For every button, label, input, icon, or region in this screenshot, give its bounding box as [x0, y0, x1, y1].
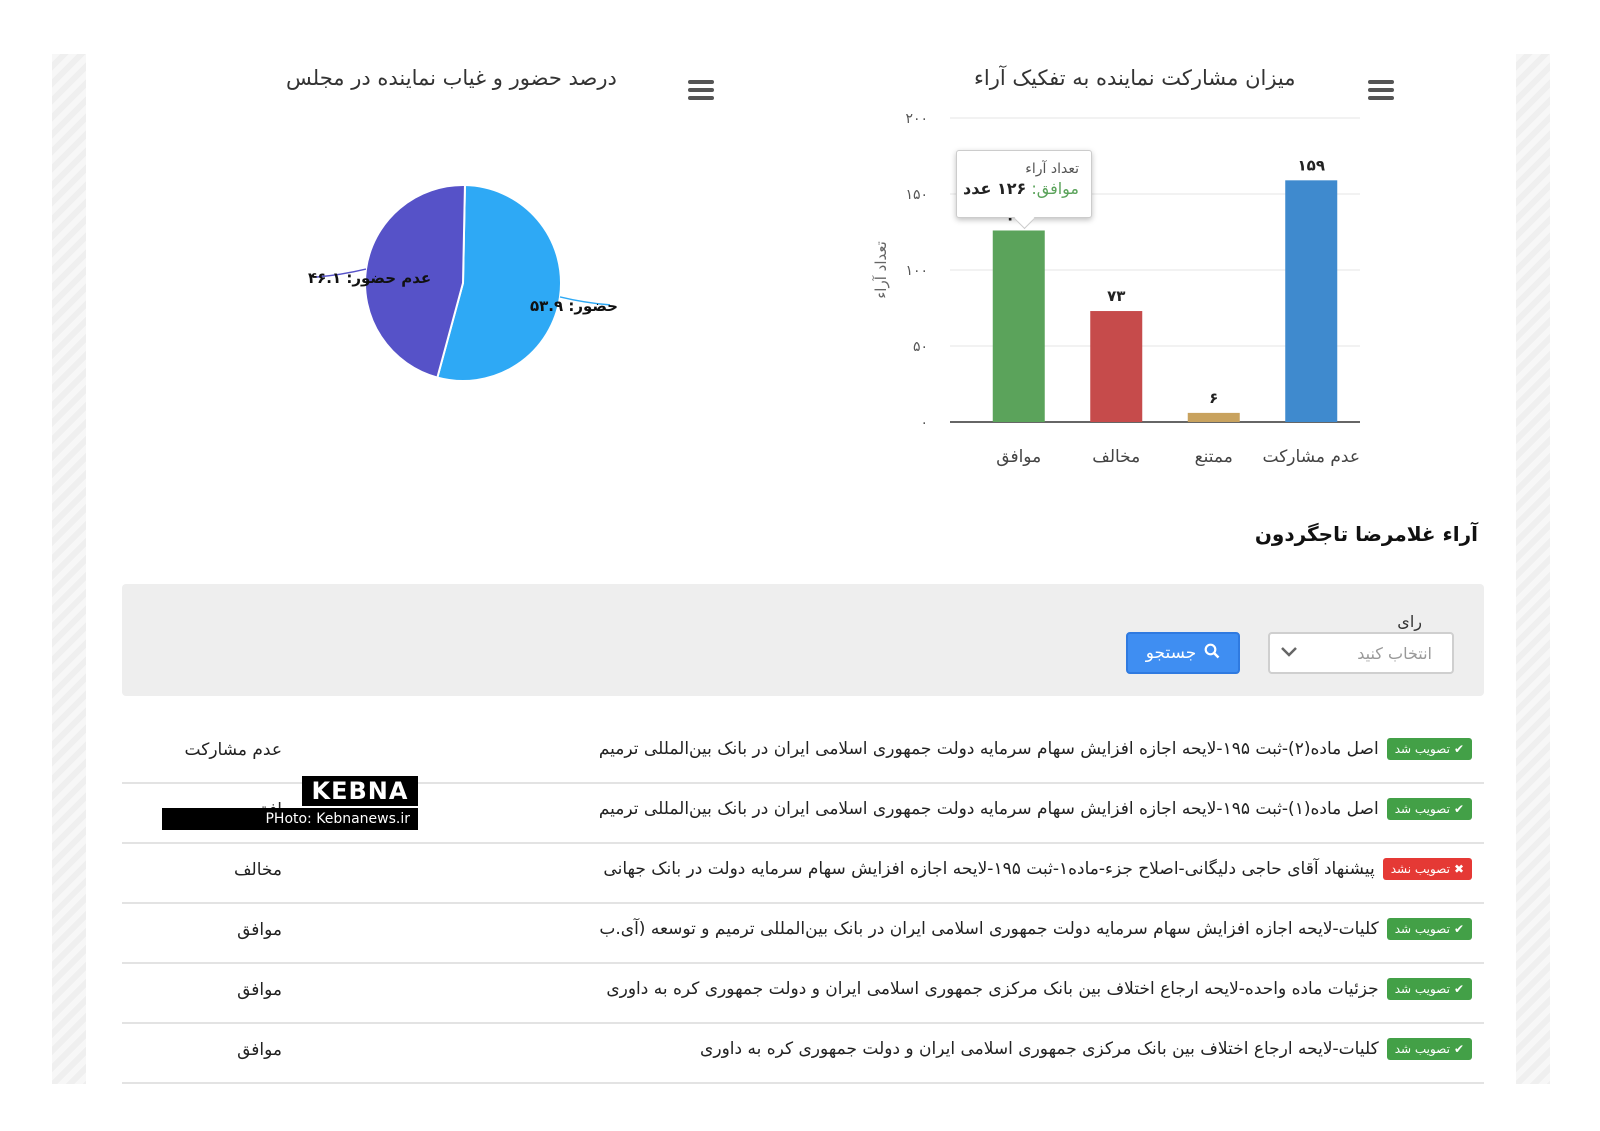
- bill-title: کلیات-لایحه ارجاع اختلاف بین بانک مرکزی …: [700, 1039, 1379, 1059]
- close-icon: ✖: [1453, 862, 1464, 876]
- left-border-pattern: [52, 54, 86, 1084]
- x-tick-label: مخالف: [1092, 447, 1140, 467]
- bill-title: جزئیات ماده واحده-لایحه ارجاع اختلاف بین…: [606, 979, 1379, 999]
- bar-chart-title: میزان مشارکت نماینده به تفکیک آراء: [974, 66, 1296, 90]
- check-icon: ✔: [1453, 1042, 1464, 1056]
- status-badge: ✔ تصویب شد: [1386, 798, 1472, 820]
- search-button[interactable]: جستجو: [1126, 632, 1240, 674]
- bar: [1187, 412, 1240, 422]
- table-row[interactable]: ✔ تصویب شد کلیات-لایحه اجازه افزایش سهام س…: [122, 904, 1484, 964]
- chevron-down-icon: [1280, 644, 1298, 663]
- status-badge: ✔ تصویب شد: [1386, 918, 1472, 940]
- table-row[interactable]: ✔ تصویب شد جزئیات ماده واحده-لایحه ارجاع ا…: [122, 964, 1484, 1024]
- data-label: ۱۵۹: [1298, 156, 1325, 174]
- y-tick-label: ۵۰: [913, 339, 928, 355]
- y-tick-label: ۱۵۰: [905, 187, 928, 203]
- y-axis-label: تعداد آراء: [872, 241, 890, 299]
- select-placeholder: انتخاب کنید: [1357, 644, 1432, 663]
- vote-value: مخالف: [233, 860, 282, 880]
- watermark-brand: KEBNA: [302, 776, 418, 806]
- x-tick-label: عدم مشارکت: [1263, 447, 1360, 467]
- vote-value: موافق: [237, 920, 282, 940]
- y-tick-label: ۱۰۰: [905, 263, 928, 279]
- hamburger-menu-icon[interactable]: [688, 80, 714, 100]
- x-tick-label: ممتنع: [1195, 447, 1233, 467]
- check-icon: ✔: [1453, 802, 1464, 816]
- data-label: ۶: [1209, 389, 1218, 407]
- pie-connector: [559, 296, 611, 306]
- tooltip-series: موافق:: [1031, 179, 1079, 198]
- pie-chart: حضور: ۵۳.۹ عدم حضور: ۴۶.۱: [308, 183, 618, 382]
- pie-connector: [315, 268, 367, 278]
- tooltip-row: موافق: ۱۲۶ عدد: [963, 179, 1079, 198]
- y-tick-label: ۲۰۰: [905, 111, 928, 127]
- pie-label: حضور: ۵۳.۹: [530, 297, 618, 315]
- data-label: ۷۳: [1107, 287, 1125, 305]
- status-badge: ✔ تصویب شد: [1386, 1038, 1472, 1060]
- pie-slice: [436, 183, 562, 382]
- table-row[interactable]: ✖ تصویب نشد پیشنهاد آقای حاجی دلیگانی-اصلا…: [122, 844, 1484, 904]
- vote-value: موافق: [237, 1040, 282, 1060]
- bill-title: پیشنهاد آقای حاجی دلیگانی-اصلاح جزء-ماده…: [603, 859, 1375, 879]
- y-tick-label: ۰: [920, 415, 928, 431]
- x-tick-label: موافق: [996, 447, 1041, 467]
- vote-value: موافق: [237, 980, 282, 1000]
- bill-title: اصل ماده(۲)-ثبت ۱۹۵-لایحه اجازه افزایش س…: [598, 739, 1379, 759]
- bar: [1090, 311, 1143, 422]
- page-card: [86, 54, 1516, 1084]
- table-row[interactable]: ✔ تصویب شد کلیات-لایحه ارجاع اختلاف بین با…: [122, 1024, 1484, 1084]
- pie-chart-title: درصد حضور و غیاب نماینده در مجلس: [286, 66, 617, 90]
- pie-slice: [364, 184, 466, 379]
- search-icon: [1204, 643, 1220, 664]
- pie-label: عدم حضور: ۴۶.۱: [308, 269, 431, 287]
- status-badge: ✖ تصویب نشد: [1382, 858, 1472, 880]
- filter-panel: رای انتخاب کنید جستجو: [122, 584, 1484, 696]
- check-icon: ✔: [1453, 742, 1464, 756]
- vote-value: عدم مشارکت: [184, 740, 282, 760]
- section-title: آراء غلامرضا تاجگردون: [1254, 522, 1478, 546]
- vote-select[interactable]: انتخاب کنید: [1268, 632, 1454, 674]
- bill-title: کلیات-لایحه اجازه افزایش سهام سرمایه دول…: [599, 919, 1379, 939]
- check-icon: ✔: [1453, 922, 1464, 936]
- bar: [1285, 180, 1338, 422]
- tooltip-value: ۱۲۶ عدد: [962, 179, 1027, 198]
- bar: [992, 230, 1045, 422]
- watermark-photo-credit: PHoto: Kebnanews.ir: [162, 808, 418, 830]
- search-button-label: جستجو: [1145, 643, 1197, 663]
- bar-tooltip: تعداد آراء موافق: ۱۲۶ عدد: [956, 150, 1092, 218]
- status-badge: ✔ تصویب شد: [1386, 978, 1472, 1000]
- right-border-pattern: [1516, 54, 1550, 1084]
- vote-filter-label: رای: [1397, 612, 1422, 631]
- hamburger-menu-icon[interactable]: [1368, 80, 1394, 100]
- tooltip-header: تعداد آراء: [1025, 161, 1079, 177]
- check-icon: ✔: [1453, 982, 1464, 996]
- status-badge: ✔ تصویب شد: [1386, 738, 1472, 760]
- votes-list: ✔ تصویب شد اصل ماده(۲)-ثبت ۱۹۵-لایحه اجازه…: [122, 724, 1484, 1084]
- kebna-watermark: KEBNA PHoto: Kebnanews.ir: [162, 776, 418, 830]
- bill-title: اصل ماده(۱)-ثبت ۱۹۵-لایحه اجازه افزایش س…: [598, 799, 1379, 819]
- table-row[interactable]: ✔ تصویب شد اصل ماده(۲)-ثبت ۱۹۵-لایحه اجازه…: [122, 724, 1484, 784]
